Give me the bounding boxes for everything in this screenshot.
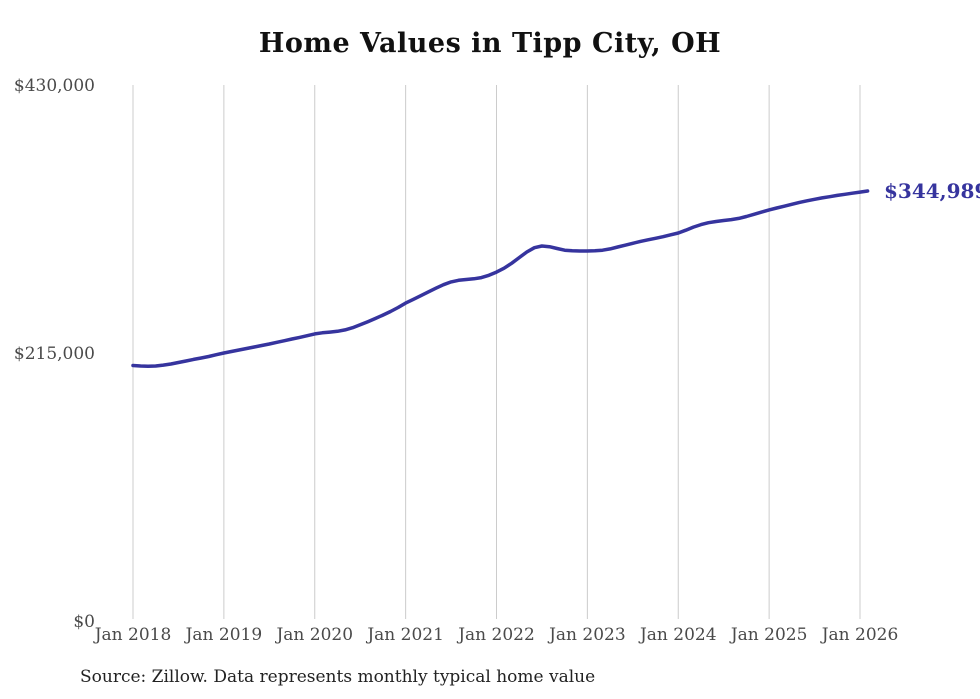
x-tick-label: Jan 2020: [274, 625, 353, 645]
x-tick-label: Jan 2022: [456, 625, 535, 645]
y-tick-label: $430,000: [14, 76, 95, 96]
latest-value-label: $344,989: [884, 179, 980, 203]
source-note: Source: Zillow. Data represents monthly …: [80, 667, 596, 687]
x-tick-label: Jan 2019: [184, 625, 263, 645]
y-tick-label: $0: [73, 612, 95, 632]
home-value-line: [131, 189, 870, 368]
x-tick-label: Jan 2018: [93, 625, 172, 645]
x-tick-label: Jan 2023: [547, 625, 626, 645]
x-tick-label: Jan 2025: [729, 625, 808, 645]
y-tick-label: $215,000: [14, 344, 95, 364]
chart-title: Home Values in Tipp City, OH: [258, 28, 722, 59]
x-tick-label: Jan 2024: [638, 625, 717, 645]
x-tick-label: Jan 2021: [365, 625, 444, 645]
x-tick-label: Jan 2026: [820, 625, 899, 645]
